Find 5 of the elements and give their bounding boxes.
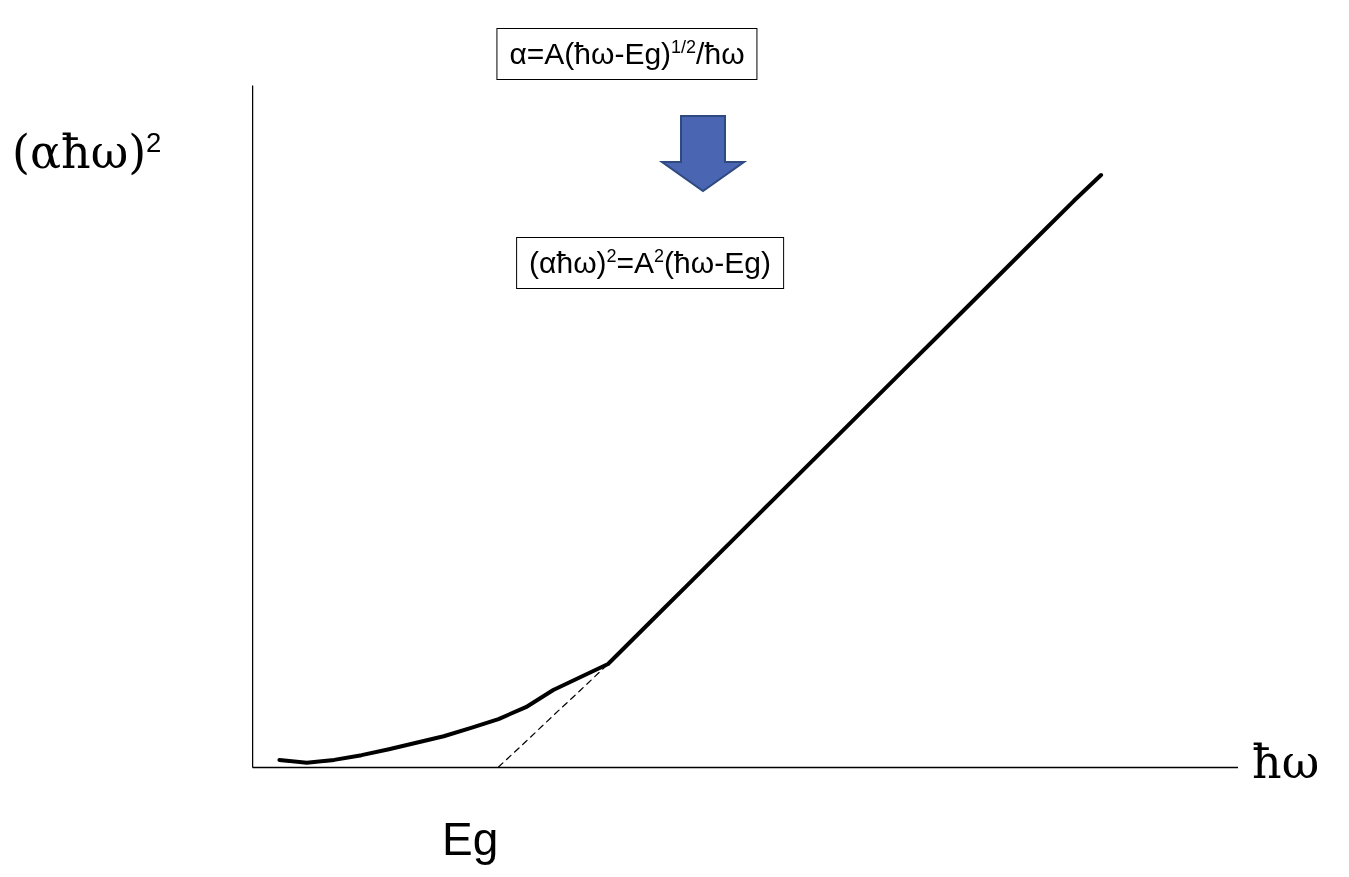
text: Eg — [442, 812, 499, 866]
y-axis-title: (αħω)$^{2}$ — [12, 125, 162, 179]
annotation: (αħω)$^{2}$=A$^{2}$(ħω-Eg) — [516, 237, 784, 289]
text: α=A(ħω-Eg)$^{1/2}$/ħω — [496, 28, 758, 80]
x-axis-title: ħω — [1252, 735, 1320, 789]
